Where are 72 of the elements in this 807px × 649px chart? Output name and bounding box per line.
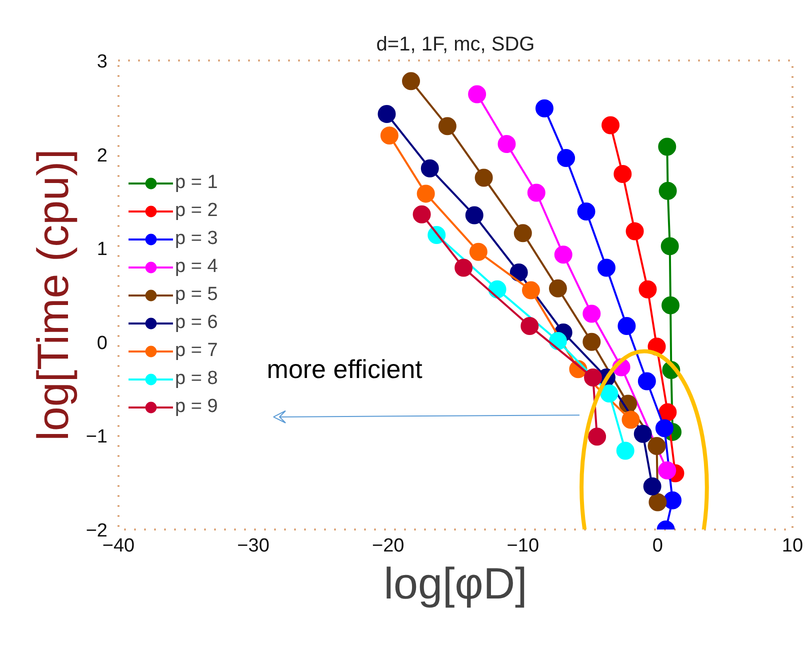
legend-label: p = 6 <box>175 312 218 334</box>
x-tick-label: 10 <box>782 536 804 556</box>
point <box>622 410 640 429</box>
point <box>660 237 679 256</box>
point <box>658 138 676 156</box>
point <box>648 493 667 512</box>
point <box>416 184 435 203</box>
legend-label: p = 9 <box>175 396 218 418</box>
point <box>648 437 666 455</box>
point <box>554 246 572 264</box>
point <box>420 159 439 178</box>
legend-label: p = 5 <box>175 284 218 306</box>
point <box>548 279 567 298</box>
x-tick-label: −30 <box>237 536 270 556</box>
point <box>465 206 484 224</box>
x-tick-label: −10 <box>506 536 540 556</box>
point <box>658 461 676 480</box>
point <box>588 428 606 446</box>
point <box>522 281 540 300</box>
point <box>618 316 636 335</box>
point <box>658 403 677 422</box>
legend-label: p = 8 <box>175 368 218 390</box>
point <box>438 117 456 136</box>
point <box>582 332 601 351</box>
y-tick-label: 0 <box>96 332 108 354</box>
x-tick-label: 0 <box>652 536 663 556</box>
point <box>638 372 656 390</box>
point <box>557 149 576 168</box>
legend-label: p = 7 <box>175 340 218 362</box>
x-axis-title: log[φD] <box>384 560 528 608</box>
point <box>582 304 601 323</box>
legend-label: p = 4 <box>175 256 218 278</box>
point <box>584 368 602 387</box>
legend-label: p = 2 <box>175 200 218 222</box>
point <box>514 224 532 242</box>
y-tick-label: −1 <box>86 426 108 448</box>
point <box>380 126 398 145</box>
point <box>527 184 546 202</box>
point <box>402 72 420 90</box>
legend-label: p = 3 <box>175 228 218 250</box>
point <box>520 316 539 335</box>
point <box>577 202 596 220</box>
point <box>664 491 682 510</box>
point <box>626 222 644 240</box>
point <box>614 165 632 183</box>
point <box>600 384 618 402</box>
point <box>535 99 554 118</box>
point <box>662 296 680 314</box>
point <box>658 182 677 200</box>
point <box>498 135 516 153</box>
point <box>597 258 616 277</box>
point <box>616 442 634 460</box>
legend-label: p = 1 <box>175 172 218 194</box>
point <box>412 205 431 224</box>
chart-title: d=1, 1F, mc, SDG <box>376 34 535 56</box>
point <box>602 116 620 134</box>
point <box>474 168 493 187</box>
y-tick-label: 3 <box>96 52 108 72</box>
point <box>454 258 473 277</box>
point <box>655 419 674 438</box>
point <box>469 242 488 261</box>
point <box>643 477 662 496</box>
point <box>638 280 657 298</box>
point <box>510 264 528 282</box>
point <box>378 104 396 123</box>
y-tick-label: 1 <box>96 239 108 260</box>
y-axis-title: log[Time (cpu)] <box>28 149 78 441</box>
x-tick-label: −20 <box>372 536 404 556</box>
annotation: more efficient <box>266 354 424 384</box>
y-tick-label: 2 <box>96 145 108 166</box>
point <box>634 424 652 443</box>
point <box>468 85 486 104</box>
